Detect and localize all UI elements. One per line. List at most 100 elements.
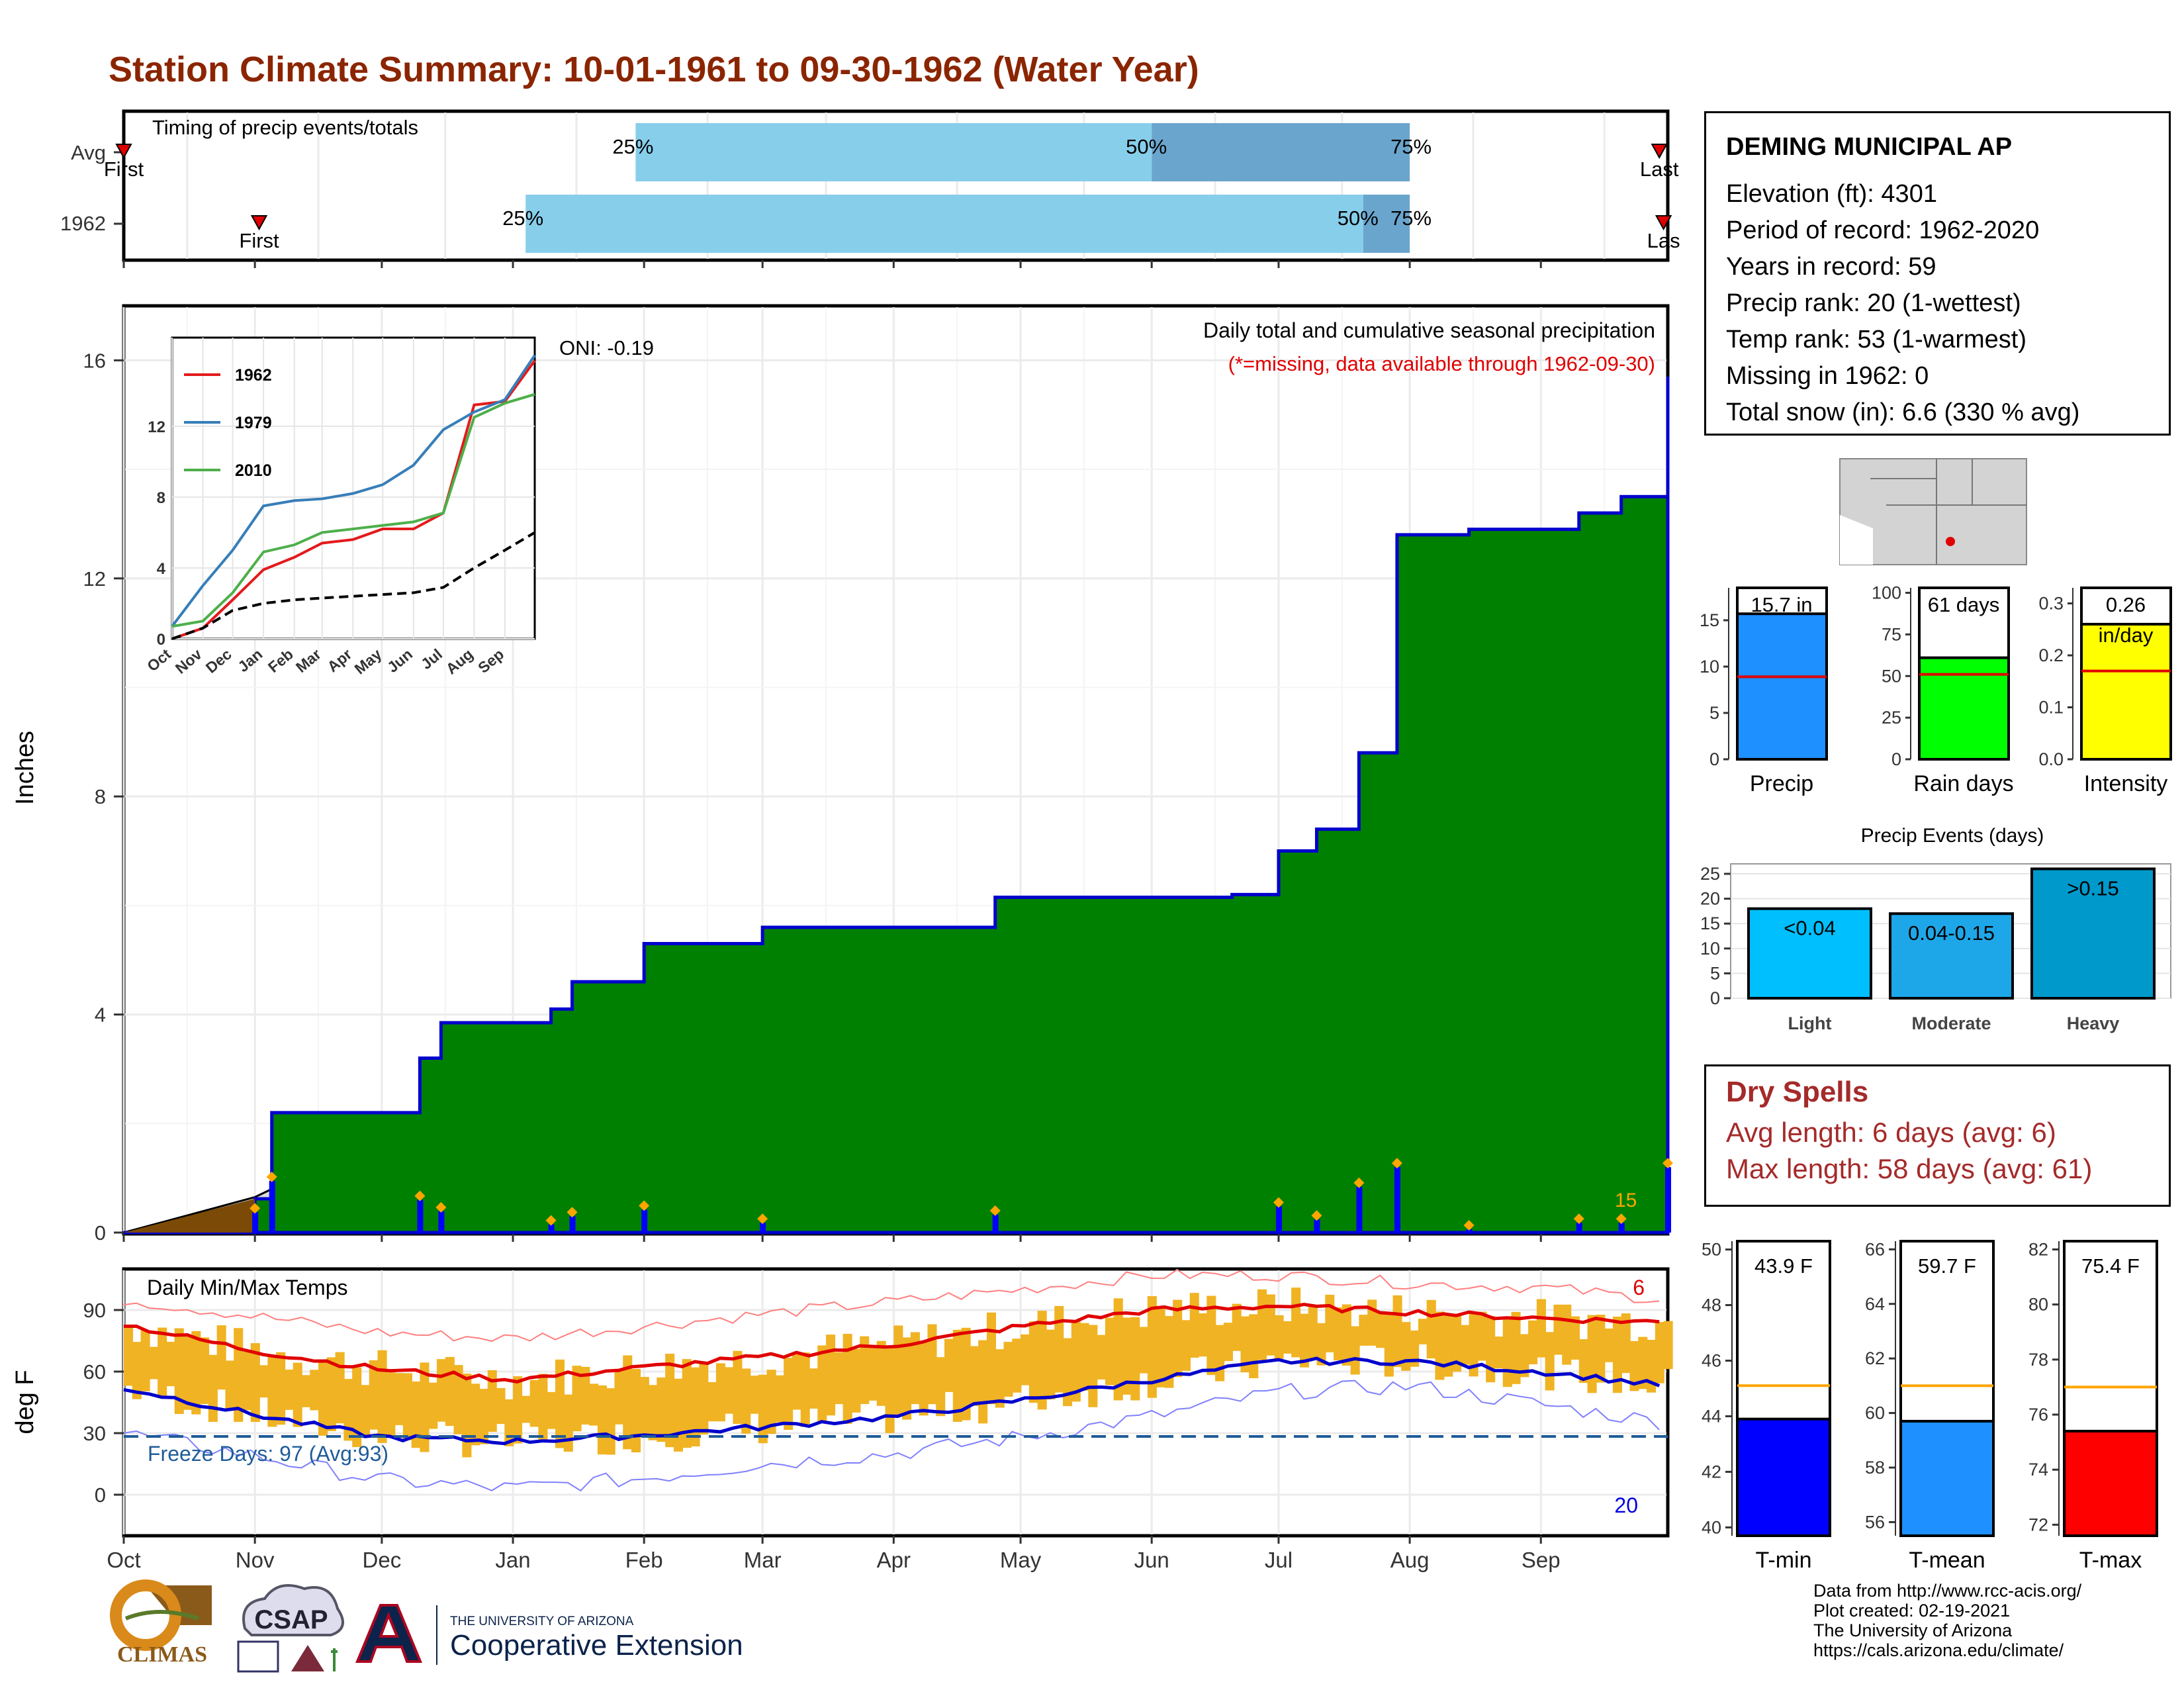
daily-temp-bar [919, 1340, 929, 1416]
daily-temp-bar [538, 1374, 548, 1442]
daily-precip-bar [1466, 1229, 1473, 1233]
dry-spells-max: Max length: 58 days (avg: 61) [1726, 1153, 2093, 1184]
avg-max-line [123, 1302, 1660, 1383]
daily-temp-bar [1418, 1319, 1428, 1344]
timing-first-label: First [239, 229, 279, 252]
temp-stat-tick: 56 [1865, 1512, 1885, 1532]
daily-temp-bar [310, 1370, 320, 1411]
timing-row-avg: Avg [71, 141, 106, 164]
stat-bar-tick: 5 [1709, 703, 1719, 723]
month-tick-label: Feb [625, 1548, 663, 1572]
daily-temp-bar [1105, 1317, 1115, 1385]
daily-temp-bar [386, 1372, 396, 1438]
daily-temp-bar [1173, 1299, 1183, 1378]
daily-temp-bar [1392, 1295, 1402, 1368]
temperature-summary-bars: 40 42 44 46 48 50 43.9 F T-min 56 58 60 62 64 66 59.7 … [1702, 1239, 2158, 1573]
daily-temp-bar [1147, 1296, 1157, 1398]
month-tick-label: Oct [107, 1548, 140, 1572]
temp-ytick-label: 90 [83, 1299, 106, 1322]
temp-stat-tick: 82 [2028, 1239, 2048, 1259]
daily-precip-bar [1275, 1206, 1282, 1233]
daily-precip-marker [1273, 1197, 1284, 1208]
svg-text:Cooperative Extension: Cooperative Extension [450, 1629, 743, 1662]
precip-event-range: >0.15 [2067, 877, 2118, 900]
daily-temp-bar [1274, 1315, 1284, 1359]
precip-event-bar [1747, 907, 1872, 1000]
daily-temp-bar [555, 1359, 565, 1448]
daily-temp-bar [792, 1352, 801, 1410]
daily-temp-bar [860, 1336, 870, 1405]
inset-legend-label: 2010 [235, 461, 272, 480]
month-tick-label: Sep [1522, 1548, 1561, 1572]
station-name: DEMING MUNICIPAL AP [1726, 133, 2013, 161]
precip-events-tick: 15 [1700, 914, 1720, 933]
daily-temp-bar [1621, 1313, 1631, 1374]
daily-precip-marker [1463, 1220, 1475, 1231]
stat-bar-tick: 50 [1882, 666, 1901, 686]
temp-stat-tick: 62 [1865, 1348, 1885, 1368]
daily-temp-bar [1334, 1307, 1343, 1360]
daily-temp-bar [1249, 1314, 1259, 1379]
daily-temp-bar [343, 1379, 353, 1441]
daily-precip-bar [760, 1223, 766, 1233]
daily-temp-bar [318, 1361, 328, 1436]
station-precip-rank: Precip rank: 20 (1-wettest) [1726, 289, 2021, 317]
daily-temp-bar [1122, 1317, 1132, 1395]
daily-temp-bar [775, 1375, 785, 1423]
precip-events-title: Precip Events (days) [1861, 825, 2044, 847]
daily-temp-bar [1071, 1321, 1081, 1402]
station-temp-rank: Temp rank: 53 (1-warmest) [1726, 326, 2027, 353]
temp-label: Daily Min/Max Temps [147, 1276, 347, 1299]
station-period: Period of record: 1962-2020 [1726, 216, 2040, 244]
precip-events-chart: Precip Events (days) 0 5 10 15 20 25 <0.04 Light… [1700, 825, 2171, 1033]
inset-line-2010 [171, 393, 535, 628]
daily-temp-bar [749, 1376, 760, 1414]
daily-temp-bar [1426, 1299, 1436, 1359]
daily-temp-bar [191, 1331, 201, 1415]
daily-temp-bar [868, 1345, 878, 1401]
temp-stat-bar [2063, 1429, 2158, 1538]
daily-temp-bar [1536, 1299, 1546, 1358]
daily-temp-bar [504, 1399, 514, 1446]
temp-ytick-label: 60 [83, 1360, 106, 1383]
temp-stat-tick: 60 [1865, 1403, 1885, 1423]
year-cumulative-area [124, 377, 1670, 1235]
daily-temp-bar [301, 1375, 311, 1407]
daily-temp-bar [978, 1340, 988, 1424]
daily-temp-bar [876, 1340, 886, 1406]
daily-temp-bar [428, 1382, 438, 1429]
inset-legend-label: 1979 [235, 414, 272, 432]
daily-temp-bar [471, 1383, 480, 1446]
daily-precip-marker [250, 1203, 261, 1214]
daily-temp-bar [589, 1383, 599, 1426]
daily-temp-bar [1578, 1339, 1588, 1383]
temp-stat-tick: 64 [1865, 1294, 1885, 1314]
daily-temp-bar [623, 1355, 633, 1450]
inset-legend-label: 1962 [235, 366, 272, 385]
daily-temp-bar [927, 1324, 937, 1405]
daily-temp-bar [1283, 1321, 1293, 1354]
daily-temp-bar [529, 1380, 539, 1427]
temp-stat-tick: 74 [2028, 1460, 2048, 1479]
precip-caption-missing: (*=missing, data available through 1962-… [1228, 352, 1655, 375]
month-tick-label: Apr [877, 1548, 911, 1572]
daily-temp-bar [995, 1349, 1005, 1408]
daily-precip-marker [545, 1215, 557, 1226]
station-snow: Total snow (in): 6.6 (330 % avg) [1726, 399, 2080, 426]
month-tick-label: Jul [1265, 1548, 1293, 1572]
temp-stat-tick: 58 [1865, 1458, 1885, 1477]
stat-bar-tick: 15 [1700, 610, 1719, 630]
timing-first-label: First [104, 158, 144, 181]
daily-temp-bar [1596, 1314, 1606, 1383]
daily-temp-bar [1342, 1304, 1351, 1366]
stat-bar-label: Intensity [2084, 771, 2168, 796]
daily-temp-bar [1198, 1313, 1208, 1357]
daily-temp-bar [639, 1377, 649, 1436]
temp-stat-tick: 80 [2028, 1295, 2048, 1315]
daily-temp-bar [580, 1366, 590, 1425]
station-missing: Missing in 1962: 0 [1726, 362, 1929, 390]
daily-temp-bar [1410, 1330, 1420, 1367]
daily-temp-bar [1062, 1338, 1073, 1407]
